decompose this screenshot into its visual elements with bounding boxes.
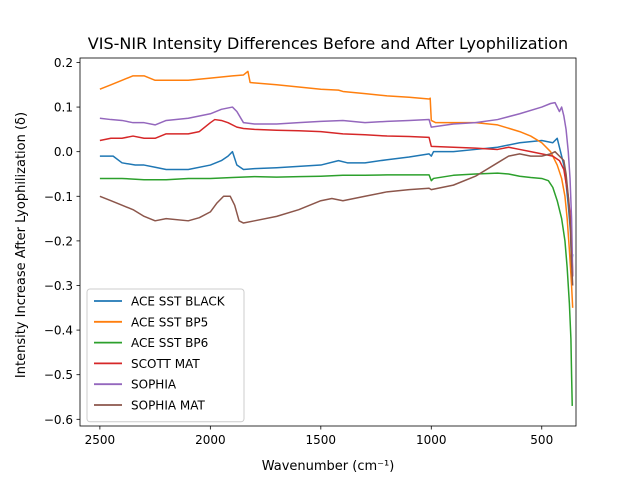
- x-axis-label: Wavenumber (cm⁻¹): [262, 459, 395, 474]
- series-line-4: [99, 118, 574, 277]
- x-tick-label: 1500: [306, 433, 337, 447]
- legend-label: ACE SST BP6: [131, 336, 208, 350]
- series-line-5: [99, 101, 574, 277]
- y-axis-label: Intensity Increase After Lyophilization …: [14, 112, 29, 378]
- y-tick-label: −0.5: [44, 368, 73, 382]
- legend: ACE SST BLACK ACE SST BP5 ACE SST BP6 SCOTT…: [86, 288, 245, 423]
- x-tick-label: 1000: [416, 433, 447, 447]
- x-tick-label: 500: [530, 433, 553, 447]
- x-tick-label: 2500: [85, 433, 116, 447]
- legend-label: SOPHIA MAT: [131, 399, 206, 413]
- y-tick-label: 0.1: [54, 101, 73, 115]
- legend-label: ACE SST BP5: [131, 315, 208, 329]
- y-tick-label: 0.2: [54, 56, 73, 70]
- series-line-2: [99, 70, 574, 308]
- legend-label: SOPHIA: [131, 378, 177, 392]
- series-lines: [99, 70, 574, 406]
- x-tick-label: 2000: [195, 433, 226, 447]
- series-line-1: [99, 137, 574, 264]
- plot-area: [99, 70, 574, 406]
- y-tick-label: 0.0: [54, 145, 73, 159]
- y-tick-label: −0.3: [44, 279, 73, 293]
- y-tick-label: −0.4: [44, 324, 73, 338]
- axes-frame: [79, 57, 577, 427]
- legend-label: SCOTT MAT: [131, 357, 200, 371]
- chart-title: VIS-NIR Intensity Differences Before and…: [88, 34, 568, 53]
- legend-label: ACE SST BLACK: [131, 295, 226, 309]
- y-tick-label: −0.1: [44, 190, 73, 204]
- series-line-3: [99, 172, 573, 406]
- series-line-6: [99, 150, 574, 286]
- y-tick-label: −0.6: [44, 413, 73, 427]
- legend-box: [86, 288, 245, 423]
- axes: 2500 2000 1500 1000 500 0.2 0.1 0.0 −0.1 −0.2 −0.3…: [44, 56, 577, 447]
- y-tick-label: −0.2: [44, 234, 73, 248]
